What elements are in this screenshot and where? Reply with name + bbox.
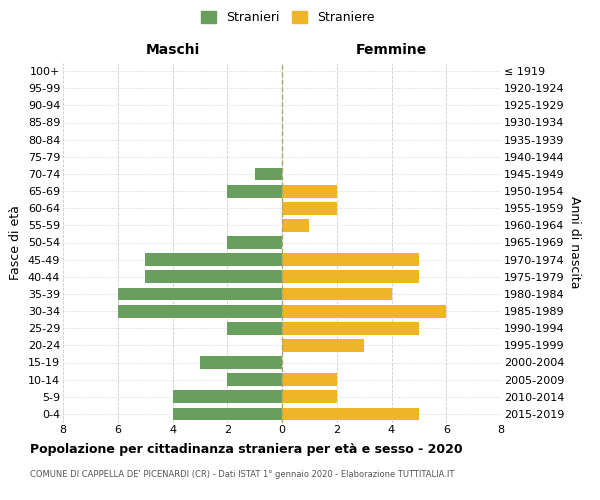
Bar xyxy=(173,408,282,420)
Text: COMUNE DI CAPPELLA DE' PICENARDI (CR) - Dati ISTAT 1° gennaio 2020 - Elaborazion: COMUNE DI CAPPELLA DE' PICENARDI (CR) - … xyxy=(30,470,454,479)
Bar xyxy=(227,373,282,386)
Bar xyxy=(282,184,337,198)
Bar xyxy=(282,219,310,232)
Bar xyxy=(227,236,282,249)
Bar xyxy=(282,288,392,300)
Bar xyxy=(173,390,282,403)
Bar xyxy=(254,168,282,180)
Bar xyxy=(282,202,337,214)
Bar xyxy=(282,304,446,318)
Text: Popolazione per cittadinanza straniera per età e sesso - 2020: Popolazione per cittadinanza straniera p… xyxy=(30,442,463,456)
Bar xyxy=(145,270,282,283)
Bar xyxy=(282,270,419,283)
Bar xyxy=(282,408,419,420)
Y-axis label: Fasce di età: Fasce di età xyxy=(9,205,22,280)
Bar xyxy=(227,184,282,198)
Bar xyxy=(282,373,337,386)
Bar xyxy=(200,356,282,369)
Bar xyxy=(282,253,419,266)
Bar xyxy=(282,339,364,352)
Legend: Stranieri, Straniere: Stranieri, Straniere xyxy=(196,6,380,29)
Text: Maschi: Maschi xyxy=(145,44,200,58)
Bar xyxy=(282,322,419,334)
Bar xyxy=(118,288,282,300)
Bar xyxy=(145,253,282,266)
Bar xyxy=(118,304,282,318)
Bar xyxy=(227,322,282,334)
Text: Femmine: Femmine xyxy=(356,44,427,58)
Bar xyxy=(282,390,337,403)
Y-axis label: Anni di nascita: Anni di nascita xyxy=(568,196,581,289)
